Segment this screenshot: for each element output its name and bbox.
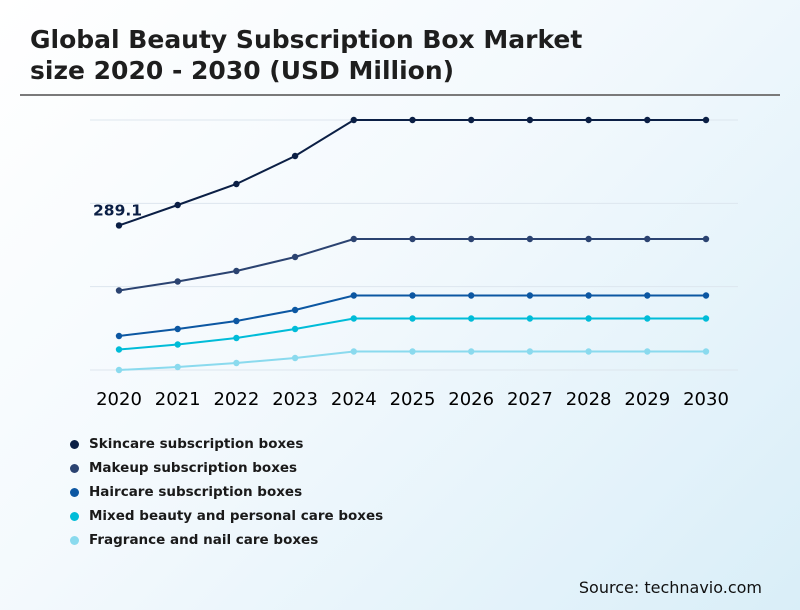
point-fragrance-and-nail-care-boxes-2028 <box>585 348 592 355</box>
legend-marker-icon <box>70 439 79 449</box>
legend-label: Mixed beauty and personal care boxes <box>89 508 384 524</box>
series-line-mixed-beauty-and-personal-care-boxes <box>118 317 706 351</box>
point-mixed-beauty-and-personal-care-boxes-2023 <box>291 325 299 333</box>
point-haircare-subscription-boxes-2020 <box>115 332 123 340</box>
point-haircare-subscription-boxes-2025 <box>409 292 416 299</box>
series-line-skincare-subscription-boxes <box>118 119 706 227</box>
point-makeup-subscription-boxes-2024 <box>350 235 357 243</box>
x-tick-label: 2029 <box>624 389 670 410</box>
point-mixed-beauty-and-personal-care-boxes-2028 <box>585 315 592 322</box>
point-makeup-subscription-boxes-2030 <box>702 235 710 243</box>
point-skincare-subscription-boxes-2028 <box>585 116 592 124</box>
point-makeup-subscription-boxes-2026 <box>468 235 475 243</box>
point-makeup-subscription-boxes-2027 <box>526 235 534 243</box>
x-tick-label: 2028 <box>566 389 612 410</box>
point-mixed-beauty-and-personal-care-boxes-2021 <box>174 341 181 348</box>
source-note: Source: technavio.com <box>578 578 762 597</box>
point-fragrance-and-nail-care-boxes-2024 <box>350 348 357 355</box>
legend-marker-icon <box>70 511 79 521</box>
point-mixed-beauty-and-personal-care-boxes-2025 <box>409 315 416 322</box>
point-mixed-beauty-and-personal-care-boxes-2024 <box>350 315 357 322</box>
series-lines <box>118 119 706 371</box>
x-axis-ticks: 2020 2021 2022 2023 2024 2025 2026 2027 2028 2029… <box>96 389 729 410</box>
point-fragrance-and-nail-care-boxes-2027 <box>526 348 534 355</box>
point-mixed-beauty-and-personal-care-boxes-2026 <box>468 315 475 322</box>
legend-marker-icon <box>70 487 79 497</box>
point-fragrance-and-nail-care-boxes-2026 <box>468 348 475 355</box>
legend-item-mixed-beauty-and-personal-care-boxes: Mixed beauty and personal care boxes <box>70 504 383 528</box>
point-skincare-subscription-boxes-2023 <box>291 152 299 160</box>
point-makeup-subscription-boxes-2021 <box>174 278 181 285</box>
line-chart: 2020 2021 2022 2023 2024 2025 2026 2027 2028 2029… <box>90 116 738 410</box>
point-skincare-subscription-boxes-2020 <box>115 222 123 229</box>
point-mixed-beauty-and-personal-care-boxes-2022 <box>233 334 240 342</box>
x-tick-label: 2022 <box>213 389 259 410</box>
point-mixed-beauty-and-personal-care-boxes-2030 <box>702 315 710 322</box>
point-skincare-subscription-boxes-2029 <box>644 116 651 124</box>
data-label-skincare-2020: 289.1 <box>93 201 142 219</box>
point-mixed-beauty-and-personal-care-boxes-2027 <box>526 315 534 322</box>
point-fragrance-and-nail-care-boxes-2030 <box>702 348 710 355</box>
point-fragrance-and-nail-care-boxes-2022 <box>233 359 240 367</box>
data-points <box>115 116 710 374</box>
legend: Skincare subscription boxes Makeup subscr… <box>70 432 383 552</box>
point-haircare-subscription-boxes-2022 <box>233 317 240 325</box>
point-skincare-subscription-boxes-2030 <box>702 116 710 124</box>
point-makeup-subscription-boxes-2023 <box>291 253 299 261</box>
point-haircare-subscription-boxes-2028 <box>585 292 592 299</box>
legend-marker-icon <box>70 535 79 545</box>
series-line-makeup-subscription-boxes <box>118 238 706 292</box>
title-divider <box>20 94 780 96</box>
point-makeup-subscription-boxes-2025 <box>409 235 416 243</box>
point-mixed-beauty-and-personal-care-boxes-2020 <box>115 346 123 353</box>
legend-label: Fragrance and nail care boxes <box>89 532 319 548</box>
point-fragrance-and-nail-care-boxes-2020 <box>115 366 123 374</box>
point-haircare-subscription-boxes-2029 <box>644 292 651 299</box>
legend-label: Skincare subscription boxes <box>89 436 304 452</box>
point-skincare-subscription-boxes-2022 <box>233 180 240 188</box>
chart-title-line-2: size 2020 - 2030 (USD Million) <box>30 56 455 85</box>
chart-title-line-1: Global Beauty Subscription Box Market <box>30 25 583 54</box>
x-tick-label: 2024 <box>331 389 377 410</box>
point-haircare-subscription-boxes-2021 <box>174 325 181 333</box>
point-haircare-subscription-boxes-2027 <box>526 292 534 299</box>
x-tick-label: 2021 <box>155 389 201 410</box>
point-mixed-beauty-and-personal-care-boxes-2029 <box>644 315 651 322</box>
x-tick-label: 2025 <box>390 389 436 410</box>
point-fragrance-and-nail-care-boxes-2021 <box>174 363 181 371</box>
point-fragrance-and-nail-care-boxes-2023 <box>291 354 299 362</box>
legend-item-fragrance-and-nail-care-boxes: Fragrance and nail care boxes <box>70 528 383 552</box>
point-makeup-subscription-boxes-2028 <box>585 235 592 243</box>
legend-item-makeup-subscription-boxes: Makeup subscription boxes <box>70 456 383 480</box>
point-makeup-subscription-boxes-2022 <box>233 267 240 275</box>
x-tick-label: 2026 <box>448 389 494 410</box>
point-haircare-subscription-boxes-2023 <box>291 306 299 314</box>
point-haircare-subscription-boxes-2030 <box>702 292 710 299</box>
x-tick-label: 2020 <box>96 389 142 410</box>
gridlines <box>90 119 738 371</box>
point-skincare-subscription-boxes-2024 <box>350 116 357 124</box>
legend-item-haircare-subscription-boxes: Haircare subscription boxes <box>70 480 383 504</box>
point-skincare-subscription-boxes-2021 <box>174 201 181 209</box>
point-skincare-subscription-boxes-2026 <box>468 116 475 124</box>
point-haircare-subscription-boxes-2024 <box>350 292 357 299</box>
legend-marker-icon <box>70 463 79 473</box>
legend-label: Makeup subscription boxes <box>89 460 298 476</box>
point-makeup-subscription-boxes-2020 <box>115 287 123 294</box>
point-fragrance-and-nail-care-boxes-2025 <box>409 348 416 355</box>
point-makeup-subscription-boxes-2029 <box>644 235 651 243</box>
legend-label: Haircare subscription boxes <box>89 484 303 500</box>
point-skincare-subscription-boxes-2027 <box>526 116 534 124</box>
annotations: 289.1 <box>93 201 142 219</box>
legend-item-skincare-subscription-boxes: Skincare subscription boxes <box>70 432 383 456</box>
x-tick-label: 2027 <box>507 389 553 410</box>
point-skincare-subscription-boxes-2025 <box>409 116 416 124</box>
x-tick-label: 2023 <box>272 389 318 410</box>
chart-title: Global Beauty Subscription Box Market si… <box>30 24 750 86</box>
point-fragrance-and-nail-care-boxes-2029 <box>644 348 651 355</box>
point-haircare-subscription-boxes-2026 <box>468 292 475 299</box>
x-tick-label: 2030 <box>683 389 729 410</box>
